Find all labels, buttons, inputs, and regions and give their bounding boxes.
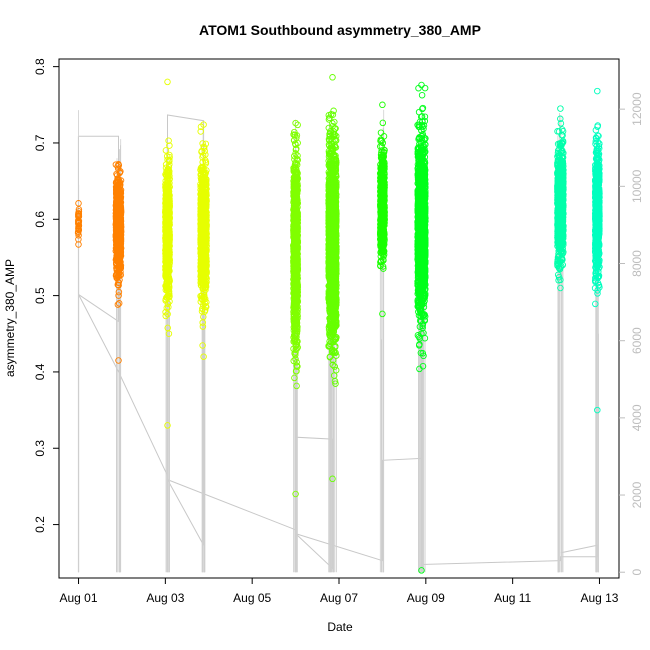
data-point (112, 161, 120, 168)
data-point (113, 271, 120, 278)
data-point (75, 217, 82, 224)
chart-title: ATOM1 Southbound asymmetry_380_AMP (199, 22, 481, 38)
data-point (114, 301, 122, 308)
data-point (75, 209, 82, 217)
data-point (162, 147, 170, 154)
data-point (113, 262, 121, 269)
data-point (113, 227, 120, 235)
data-point (162, 312, 169, 320)
data-point (113, 200, 120, 207)
point-series-3 (162, 78, 173, 429)
data-point (115, 161, 122, 168)
data-point (115, 222, 122, 229)
data-point (115, 190, 122, 197)
data-point (117, 177, 125, 184)
data-point (115, 288, 123, 296)
data-point (75, 225, 82, 233)
data-point (116, 201, 123, 208)
data-point (115, 357, 122, 364)
data-point (75, 212, 82, 220)
data-point (75, 200, 82, 207)
data-point (329, 74, 336, 81)
data-point (115, 292, 122, 299)
data-point (117, 264, 125, 271)
points-layer (74, 74, 603, 574)
data-point (115, 231, 122, 239)
data-point (113, 202, 120, 210)
point-series-1 (74, 200, 83, 248)
data-point (117, 168, 124, 175)
data-point (75, 241, 82, 248)
data-point (116, 185, 124, 193)
data-point (117, 245, 124, 253)
data-point (116, 276, 123, 284)
data-point (117, 235, 124, 243)
data-point (113, 178, 120, 186)
point-series-2 (112, 161, 125, 364)
data-point (116, 239, 123, 246)
data-point (114, 254, 122, 262)
data-point (115, 300, 123, 307)
data-point (115, 206, 122, 213)
data-point (164, 78, 171, 86)
data-point (113, 186, 120, 193)
